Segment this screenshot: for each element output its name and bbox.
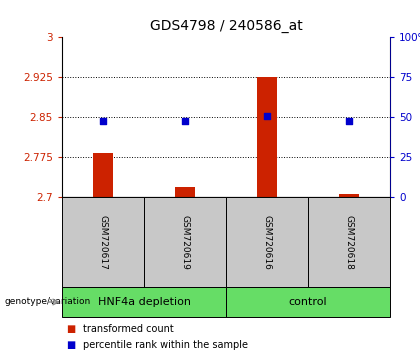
- Text: transformed count: transformed count: [83, 324, 174, 334]
- Bar: [226, 287, 390, 317]
- Point: [346, 118, 352, 124]
- Bar: [93, 153, 113, 197]
- Bar: [257, 77, 277, 197]
- Bar: [62, 287, 226, 317]
- Text: GSM720617: GSM720617: [99, 215, 108, 269]
- Bar: [339, 194, 359, 197]
- Bar: [226, 197, 308, 287]
- Point: [181, 118, 188, 124]
- Text: GSM720616: GSM720616: [262, 215, 271, 269]
- Bar: [175, 187, 195, 197]
- Text: ■: ■: [66, 324, 76, 334]
- Text: control: control: [289, 297, 327, 307]
- Bar: [308, 197, 390, 287]
- Text: percentile rank within the sample: percentile rank within the sample: [83, 340, 248, 350]
- Title: GDS4798 / 240586_at: GDS4798 / 240586_at: [150, 19, 302, 33]
- Point: [100, 118, 106, 124]
- Text: GSM720619: GSM720619: [181, 215, 189, 269]
- Point: [264, 113, 270, 119]
- Bar: [62, 197, 144, 287]
- Bar: [144, 197, 226, 287]
- Text: GSM720618: GSM720618: [344, 215, 354, 269]
- Text: ■: ■: [66, 340, 76, 350]
- Text: HNF4a depletion: HNF4a depletion: [97, 297, 191, 307]
- Text: genotype/variation: genotype/variation: [4, 297, 90, 307]
